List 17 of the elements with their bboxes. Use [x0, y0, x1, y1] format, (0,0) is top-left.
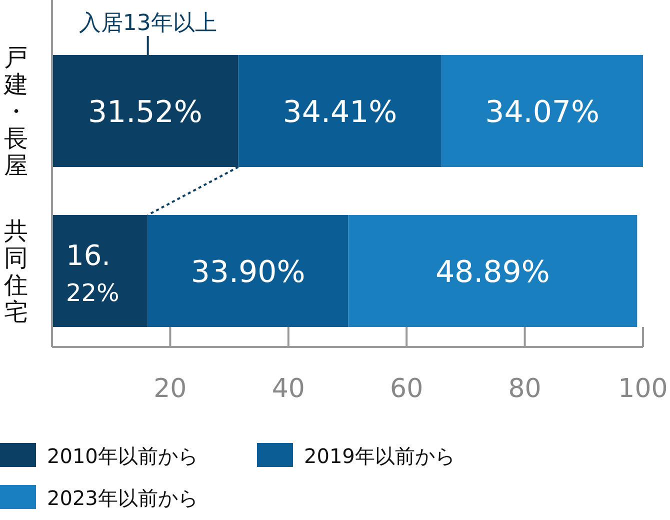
legend-label: 2023年以前から: [47, 486, 198, 510]
x-tick-label: 80: [508, 374, 542, 404]
legend-label: 2019年以前から: [304, 444, 455, 468]
data-label: 33.90%: [190, 255, 306, 290]
legend-label: 2010年以前から: [47, 444, 198, 468]
x-tick-label: 20: [154, 374, 187, 404]
x-tick-label: 100: [618, 374, 668, 404]
data-label: 48.89%: [435, 255, 550, 290]
y-tick-label: 共同住宅: [3, 217, 28, 326]
x-tick-label: 40: [272, 374, 305, 404]
data-label: 34.07%: [485, 95, 600, 130]
y-tick-label: 戸建・長屋: [3, 44, 28, 180]
data-label: 16.22%: [66, 239, 120, 307]
annotation: 入居13年以上: [78, 11, 217, 36]
x-tick-label: 60: [390, 374, 424, 404]
data-label: 31.52%: [88, 95, 202, 130]
data-label: 34.41%: [282, 95, 398, 130]
